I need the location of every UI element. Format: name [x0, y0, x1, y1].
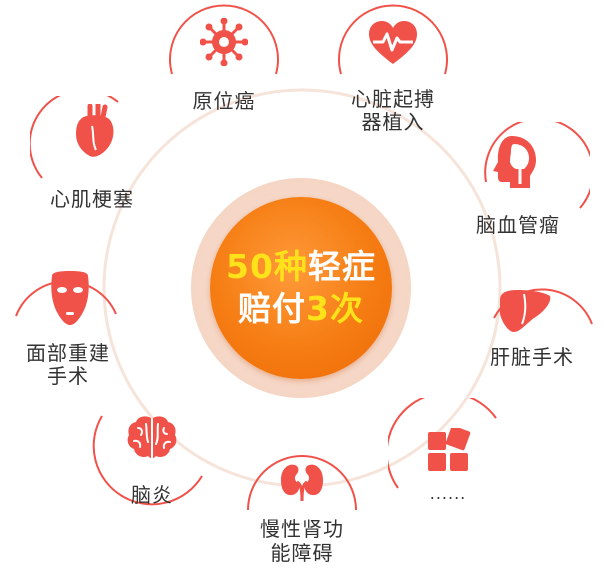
virus-cell-icon — [200, 18, 248, 66]
center-highlight-times: 3次 — [306, 289, 364, 328]
item-label-line-1: 心脏起搏 — [351, 87, 435, 111]
disease-item-liver-surgery: 肝脏手术 — [470, 278, 594, 378]
center-line-1: 50种轻症 — [210, 247, 392, 287]
center-highlight-count: 50种 — [226, 247, 308, 286]
item-arc — [92, 415, 203, 506]
center-text-payout: 赔付 — [238, 289, 307, 328]
item-label: 脑血管瘤 — [476, 213, 560, 237]
item-arc — [388, 398, 497, 489]
kidneys-icon — [281, 464, 323, 502]
item-arc — [247, 455, 357, 511]
item-arc — [338, 4, 448, 75]
heart-pulse-icon — [369, 21, 417, 64]
anatomical-heart-icon — [76, 104, 114, 157]
item-label-line-1: 慢性肾功 — [260, 517, 344, 541]
item-label-line-2: 能障碍 — [270, 541, 334, 565]
item-label-line-2: 器植入 — [361, 110, 425, 134]
item-arc — [484, 122, 590, 209]
disease-item-myocardial-infarction: 心肌梗塞 — [30, 96, 158, 226]
item-label: 肝脏手术 — [490, 345, 574, 369]
disease-item-more: ...... — [388, 398, 508, 510]
brain-icon — [127, 416, 177, 458]
more-squares-icon — [428, 428, 471, 471]
disease-item-carcinoma-in-situ: 原位癌 — [164, 4, 284, 122]
item-arc — [169, 4, 279, 75]
item-label: 心肌梗塞 — [50, 187, 134, 211]
disease-item-pacemaker-implant: 心脏起搏 器植入 — [333, 4, 453, 136]
face-mask-icon — [51, 271, 89, 325]
disease-item-cerebral-aneurysm: 脑血管瘤 — [460, 122, 590, 242]
disease-item-facial-reconstruction: 面部重建 手术 — [6, 258, 130, 398]
disease-item-chronic-kidney-dysfunction: 慢性肾功 能障碍 — [240, 444, 364, 574]
item-label: 脑炎 — [131, 483, 173, 507]
center-text-mild: 轻症 — [307, 247, 376, 286]
item-label: ...... — [429, 484, 467, 503]
item-label-line-1: 面部重建 — [26, 341, 110, 365]
center-line-2: 赔付3次 — [210, 289, 392, 329]
disease-item-encephalitis: 脑炎 — [92, 396, 212, 512]
center-badge-inner: 50种轻症 赔付3次 — [210, 197, 392, 379]
item-label-line-2: 手术 — [47, 364, 89, 388]
liver-icon — [500, 290, 551, 332]
head-brain-icon — [493, 136, 536, 188]
item-arc — [30, 96, 119, 179]
center-badge: 50种轻症 赔付3次 — [191, 178, 411, 398]
item-label: 原位癌 — [192, 89, 256, 113]
